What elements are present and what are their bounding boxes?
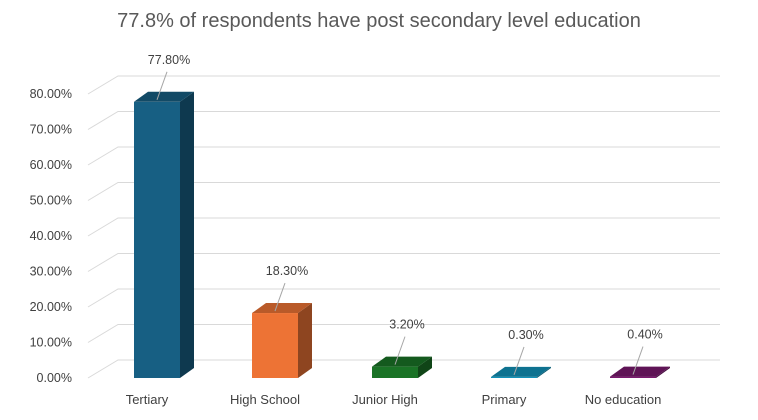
gridline [87,253,720,272]
bar-primary [491,366,551,378]
y-tick-label: 30.00% [30,265,72,279]
gridline [87,182,720,201]
gridline [87,324,720,343]
data-label: 0.40% [627,328,662,342]
data-label: 77.80% [148,53,190,67]
x-category-label: Tertiary [126,392,169,407]
bar-tertiary [134,91,194,378]
x-category-label: Junior High [352,392,418,407]
data-label-leader [394,336,406,365]
gridline [87,288,720,308]
chart-title: 77.8% of respondents have post secondary… [117,10,641,32]
y-tick-label: 80.00% [30,87,72,101]
bar-high-school [252,303,312,378]
data-label-leader [632,346,644,375]
y-tick-label: 10.00% [30,336,72,350]
data-label: 0.30% [508,328,543,342]
y-tick-label: 40.00% [30,229,72,243]
y-tick-label: 0.00% [37,371,72,385]
y-tick-label: 20.00% [30,300,72,314]
gridline [87,111,720,130]
x-category-label: Primary [482,392,527,407]
y-tick-label: 50.00% [30,194,72,208]
data-label-leader [156,71,168,100]
x-category-label: No education [585,392,662,407]
gridline [87,75,720,95]
x-category-label: High School [230,392,300,407]
data-label-leader [513,346,525,376]
gridline [87,146,720,166]
data-label-leader [274,282,286,312]
data-label: 18.30% [266,264,308,278]
bar-no-education [610,366,670,378]
y-tick-label: 60.00% [30,158,72,172]
y-tick-label: 70.00% [30,123,72,137]
gridline [87,217,720,237]
bar-junior-high [372,356,432,378]
data-label: 3.20% [389,318,424,332]
